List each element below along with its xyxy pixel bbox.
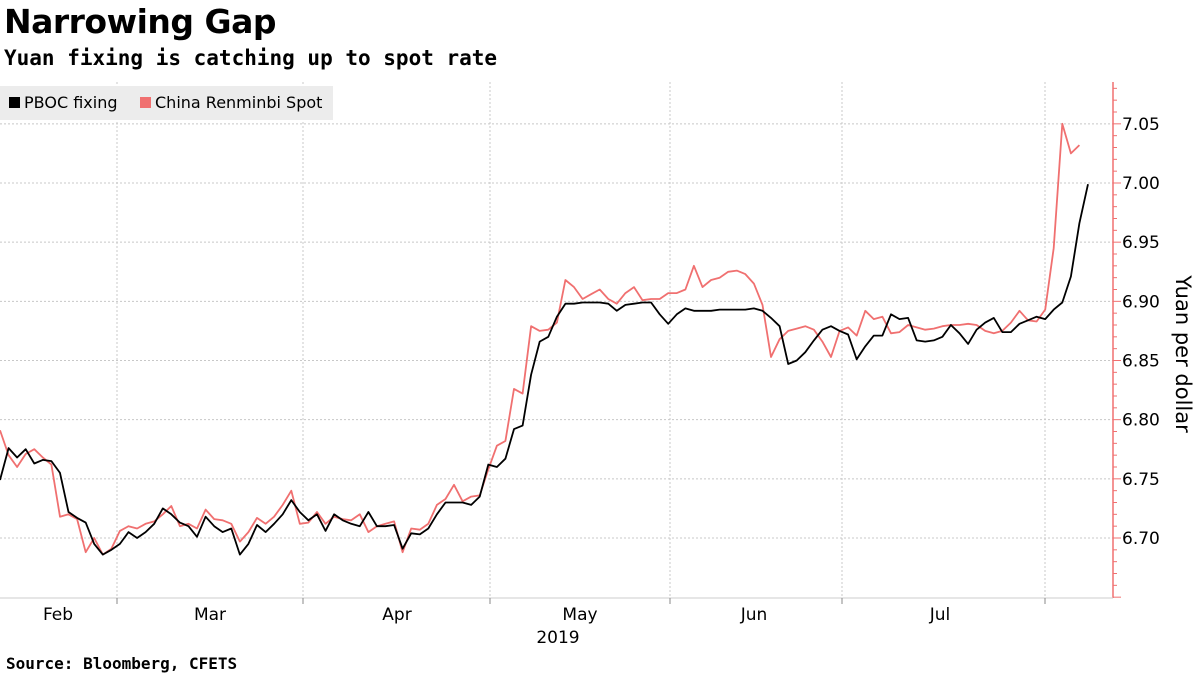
source-note: Source: Bloomberg, CFETS	[6, 654, 238, 673]
x-tick-label: Mar	[194, 605, 226, 625]
chart-subtitle: Yuan fixing is catching up to spot rate	[4, 46, 498, 70]
x-axis-year-label: 2019	[536, 628, 579, 648]
legend-label-pboc-fixing: PBOC fixing	[24, 93, 117, 112]
series-line-china-renminbi-spot	[0, 122, 1081, 556]
y-tick-label: 6.80	[1122, 411, 1160, 431]
x-axis: Feb Mar Apr May Jun Jul	[0, 597, 1113, 625]
legend-label-china-renminbi-spot: China Renminbi Spot	[155, 93, 322, 112]
x-tick-label: Feb	[43, 605, 73, 625]
legend-swatch-china-renminbi-spot	[140, 97, 151, 108]
x-tick-label: Jun	[740, 605, 768, 625]
y-tick-label: 6.75	[1122, 470, 1160, 490]
series-line-pboc-fixing	[0, 184, 1089, 556]
grid	[0, 82, 1113, 598]
x-tick-label: Jul	[929, 605, 951, 625]
y-tick-label: 6.90	[1122, 292, 1160, 312]
chart-title: Narrowing Gap	[4, 2, 277, 41]
y-tick-label: 7.05	[1122, 115, 1160, 135]
y-axis: 6.70 6.75 6.80 6.85 6.90 6.95 7.00 7.05	[1112, 82, 1160, 598]
y-tick-label: 7.00	[1122, 174, 1160, 194]
y-tick-label: 6.85	[1122, 352, 1160, 372]
legend-background	[0, 86, 333, 120]
series-lines	[0, 122, 1089, 556]
legend: PBOC fixing China Renminbi Spot	[0, 86, 333, 120]
x-tick-label: May	[562, 605, 597, 625]
legend-swatch-pboc-fixing	[9, 97, 20, 108]
y-axis-label: Yuan per dollar	[1171, 274, 1195, 433]
x-tick-label: Apr	[382, 605, 411, 625]
y-tick-label: 6.95	[1122, 233, 1160, 253]
y-tick-label: 6.70	[1122, 529, 1160, 549]
